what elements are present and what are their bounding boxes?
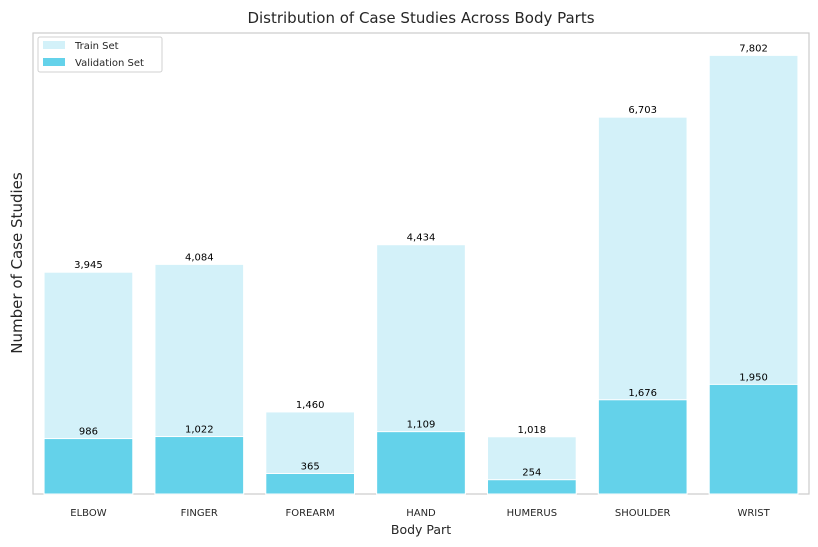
data-label-train-set-hand: 4,434 [407, 233, 436, 244]
data-label-validation-set-humerus: 254 [522, 468, 541, 479]
x-tick-hand: HAND [406, 508, 436, 519]
x-tick-humerus: HUMERUS [507, 508, 557, 519]
data-label-train-set-elbow: 3,945 [74, 260, 103, 271]
data-label-validation-set-forearm: 365 [301, 461, 320, 472]
data-label-validation-set-hand: 1,109 [407, 420, 436, 431]
bar-validation-set-elbow [43, 438, 134, 495]
data-label-validation-set-shoulder: 1,676 [628, 388, 657, 399]
legend-label-train-set: Train Set [74, 41, 119, 52]
x-axis-label: Body Part [391, 522, 451, 537]
legend-swatch-train-set [43, 41, 65, 49]
data-label-validation-set-finger: 1,022 [185, 425, 214, 436]
bar-validation-set-hand [376, 431, 466, 495]
legend-swatch-validation-set [43, 58, 65, 66]
bar-validation-set-forearm [265, 472, 355, 495]
chart-title: Distribution of Case Studies Across Body… [247, 9, 594, 27]
legend: Train Set Validation Set [37, 36, 163, 73]
x-tick-forearm: FOREARM [285, 508, 334, 519]
x-tick-wrist: WRIST [737, 508, 770, 519]
data-label-train-set-humerus: 1,018 [518, 425, 547, 436]
bar-validation-set-shoulder [597, 399, 688, 495]
data-label-train-set-finger: 4,084 [185, 252, 214, 263]
data-label-validation-set-wrist: 1,950 [739, 372, 768, 383]
bar-validation-set-humerus [487, 479, 577, 495]
x-tick-elbow: ELBOW [70, 508, 106, 519]
bars-group: 3,945 4,084 1,460 4,434 1,018 6,703 7,802 986 1,… [43, 43, 799, 495]
x-tick-shoulder: SHOULDER [615, 508, 671, 519]
legend-label-validation-set: Validation Set [75, 58, 144, 69]
data-label-train-set-wrist: 7,802 [739, 43, 768, 54]
y-axis-label: Number of Case Studies [8, 172, 26, 354]
bar-validation-set-finger [154, 436, 245, 495]
data-label-train-set-forearm: 1,460 [296, 400, 325, 411]
data-label-train-set-shoulder: 6,703 [628, 105, 657, 116]
legend-box [37, 36, 163, 73]
data-label-validation-set-elbow: 986 [79, 427, 98, 438]
bar-validation-set-wrist [708, 383, 799, 495]
x-tick-labels: ELBOW FINGER FOREARM HAND HUMERUS SHOULDER WRI… [70, 508, 770, 519]
x-tick-finger: FINGER [181, 508, 218, 519]
